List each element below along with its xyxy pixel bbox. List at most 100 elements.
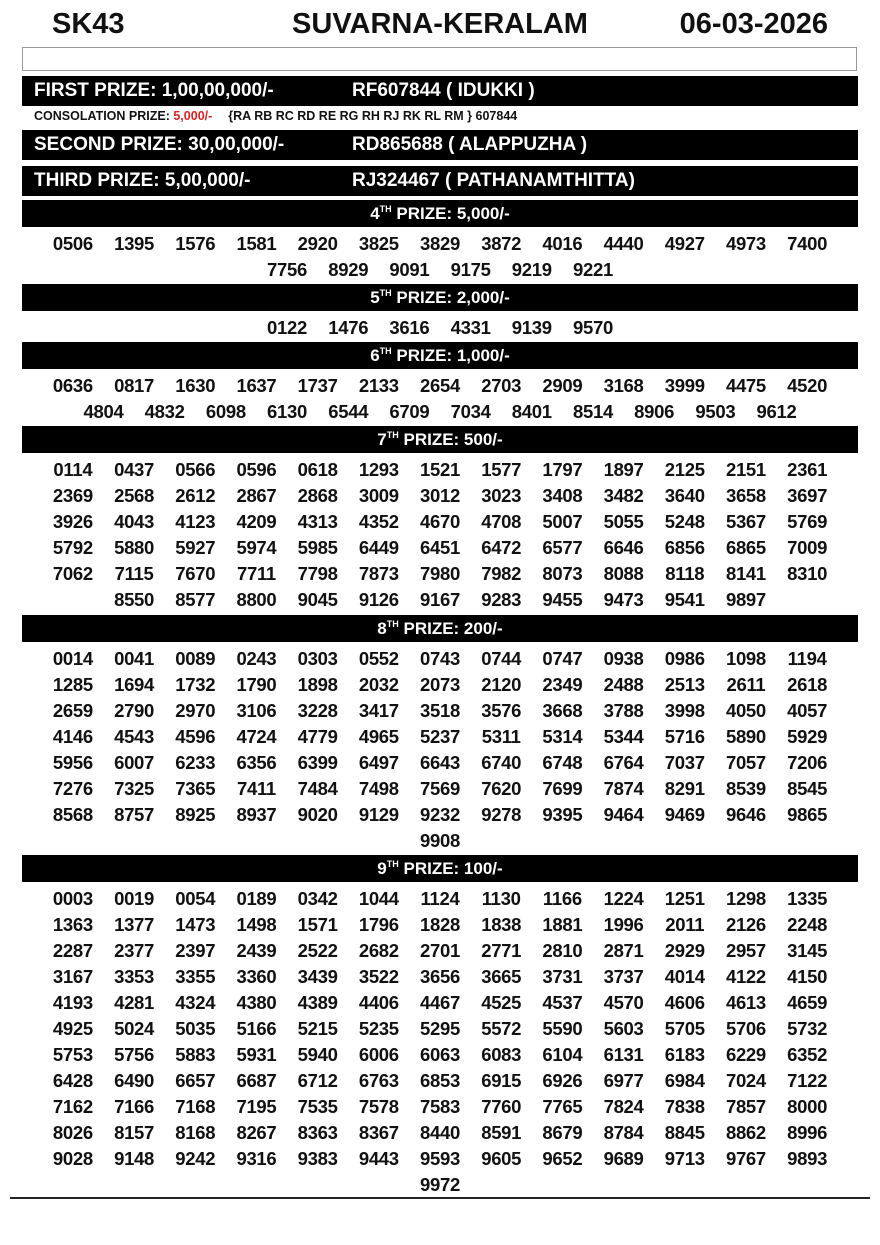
consolation-label: CONSOLATION PRIZE: [34, 109, 174, 123]
winning-number: 2871 [603, 940, 644, 961]
winning-number: 3012 [420, 485, 460, 506]
winning-number: 1796 [358, 914, 399, 935]
winning-number: 7578 [358, 1096, 399, 1117]
winning-number: 9469 [664, 804, 705, 825]
winning-number: 7062 [52, 563, 93, 584]
winning-number: 7009 [787, 537, 828, 558]
winning-number: 0552 [358, 648, 399, 669]
winning-number: 9503 [695, 401, 736, 422]
winning-number: 8026 [52, 1122, 93, 1143]
prize-ordinal-suffix: TH [386, 430, 399, 440]
winning-number: 1130 [481, 888, 521, 909]
winning-number: 1577 [481, 459, 522, 480]
winning-number: 7824 [603, 1096, 644, 1117]
prize-ordinal: 7 [377, 430, 387, 449]
winning-number: 8757 [114, 804, 155, 825]
winning-number: 4146 [52, 726, 93, 747]
winning-number: 6577 [542, 537, 583, 558]
prize-heading: 6TH PRIZE: 1,000/- [22, 342, 858, 369]
winning-number: 0506 [52, 233, 93, 254]
winning-number: 1571 [297, 914, 338, 935]
winning-number: 4193 [52, 992, 93, 1013]
winning-number: 6926 [542, 1070, 583, 1091]
winning-number: 9028 [52, 1148, 93, 1169]
winning-number: 9139 [511, 317, 552, 338]
winning-number: 6449 [358, 537, 399, 558]
winning-number: 3353 [114, 966, 155, 987]
winning-number: 5974 [236, 537, 277, 558]
draw-code: SK43 [52, 8, 125, 40]
prize-heading: 7TH PRIZE: 500/- [22, 426, 858, 453]
winning-number: 8679 [542, 1122, 583, 1143]
winning-number: 3228 [297, 700, 338, 721]
first-prize-label: FIRST PRIZE: 1,00,00,000/- [34, 80, 274, 101]
winning-number: 2248 [787, 914, 828, 935]
winning-number: 3872 [481, 233, 522, 254]
winning-number: 8291 [664, 778, 705, 799]
prize-heading: 5TH PRIZE: 2,000/- [22, 284, 858, 311]
winning-number: 0744 [481, 648, 522, 669]
prize-section-4: 4TH PRIZE: 5,000/- 0506 1395 1576 1581 2920 38… [0, 200, 880, 283]
winning-number: 9473 [603, 589, 644, 610]
winning-number: 7711 [236, 563, 276, 584]
winning-number: 0243 [236, 648, 277, 669]
winning-number: 7122 [787, 1070, 828, 1091]
winning-number: 9020 [297, 804, 338, 825]
winning-number: 8157 [114, 1122, 155, 1143]
winning-number: 5024 [114, 1018, 155, 1039]
winning-number: 9232 [420, 804, 460, 825]
winning-number: 4724 [236, 726, 277, 747]
winning-number: 8539 [725, 778, 766, 799]
winning-number: 2659 [52, 700, 93, 721]
winning-number: 9395 [542, 804, 583, 825]
prize-ordinal: 5 [370, 288, 380, 307]
blank-box [22, 47, 857, 71]
winning-number: 6748 [542, 752, 583, 773]
winning-number: 0089 [175, 648, 216, 669]
winning-number: 6687 [236, 1070, 277, 1091]
winning-number: 8363 [297, 1122, 338, 1143]
winning-number: 1897 [603, 459, 644, 480]
winning-number: 7699 [542, 778, 583, 799]
winning-number: 3522 [358, 966, 399, 987]
winning-number: 1630 [175, 375, 216, 396]
winning-number: 2611 [726, 674, 766, 695]
winning-number: 7756 [267, 259, 308, 280]
winning-number: 8937 [236, 804, 277, 825]
winning-number: 2612 [175, 485, 216, 506]
winning-number: 9455 [542, 589, 583, 610]
prize-section-9: 9TH PRIZE: 100/- 0003 0019 0054 0189 0342 1044… [0, 855, 880, 1198]
winning-number: 4596 [175, 726, 216, 747]
winning-number: 0986 [664, 648, 705, 669]
winning-number: 8800 [236, 589, 277, 610]
winning-number: 6229 [725, 1044, 766, 1065]
winning-number: 0114 [53, 459, 93, 480]
winning-number: 7365 [175, 778, 216, 799]
winning-number: 8929 [328, 259, 369, 280]
winning-number: 0618 [297, 459, 338, 480]
winning-number: 4804 [83, 401, 124, 422]
winning-number: 3665 [481, 966, 522, 987]
winning-number: 0122 [267, 317, 308, 338]
winning-number: 4965 [358, 726, 399, 747]
winning-number: 1521 [420, 459, 460, 480]
winning-number: 6856 [664, 537, 705, 558]
winning-number: 5706 [725, 1018, 766, 1039]
winning-number: 4973 [725, 233, 766, 254]
winning-number: 9570 [572, 317, 613, 338]
winning-number: 7798 [297, 563, 338, 584]
third-prize-bar: THIRD PRIZE: 5,00,000/- RJ324467 ( PATHA… [22, 166, 858, 196]
winning-number: 6544 [328, 401, 369, 422]
winning-number: 2032 [358, 674, 399, 695]
winning-number: 1044 [358, 888, 399, 909]
winning-number: 2349 [542, 674, 583, 695]
winning-number: 8141 [725, 563, 766, 584]
winning-number: 7400 [787, 233, 828, 254]
winning-number: 9126 [358, 589, 399, 610]
winning-number: 1996 [603, 914, 644, 935]
winning-number: 1377 [114, 914, 155, 935]
prize-ordinal: 4 [370, 204, 380, 223]
winning-number: 6497 [358, 752, 399, 773]
winning-number: 3788 [603, 700, 644, 721]
winning-number: 3576 [481, 700, 522, 721]
